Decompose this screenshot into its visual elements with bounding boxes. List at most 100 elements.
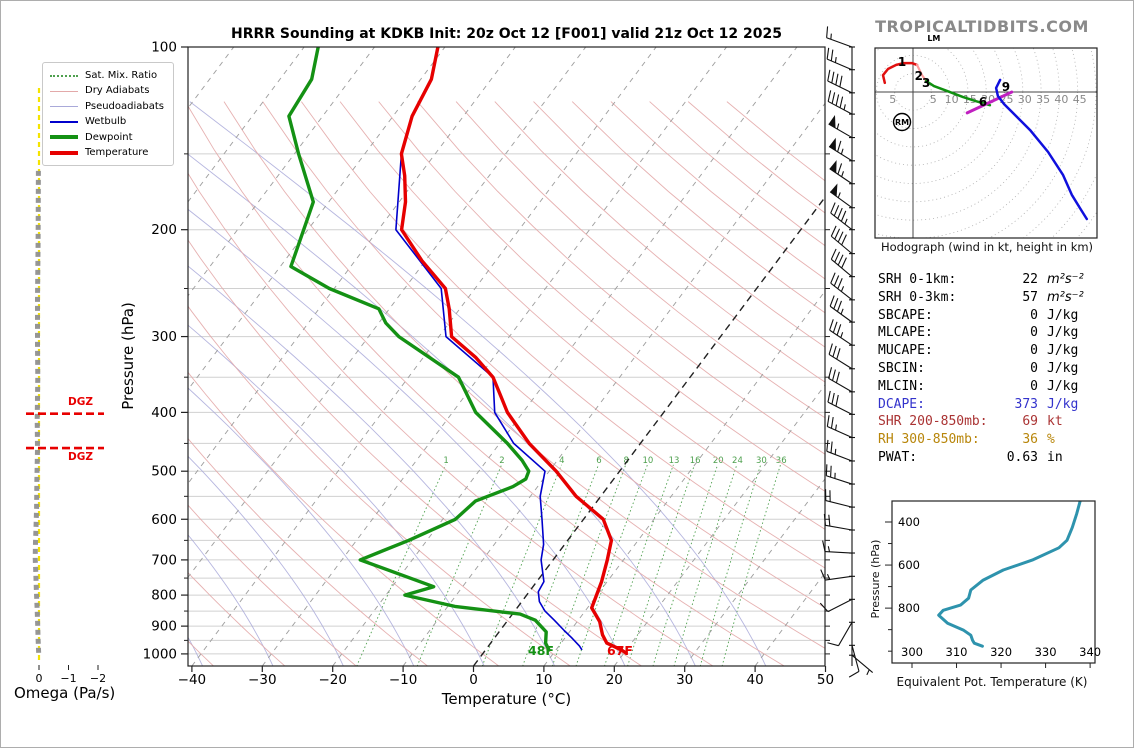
legend-swatch-dry [50,90,78,92]
dgz-label-top: DGZ [68,396,93,408]
dgz-label-bottom: DGZ [68,451,93,463]
hodo-ring-label-left: 5 [889,93,896,106]
temperature-curve [399,47,628,655]
stat-label: DCAPE: [878,396,925,412]
legend-label: Dewpoint [85,131,133,143]
stat-unit: m²s⁻² [1047,289,1084,305]
theta-e-p-tick: 600 [898,558,920,572]
stat-unit: in [1047,449,1063,465]
page-title: HRRR Sounding at KDKB Init: 20z Oct 12 [… [230,26,782,42]
stat-unit: J/kg [1047,360,1079,376]
hodo-height-label: 2 [915,69,923,83]
mix-ratio-label: 1 [443,456,448,466]
stat-label: MLCAPE: [878,325,933,341]
stat-label: MUCAPE: [878,343,933,359]
hodo-ring-label: 5 [930,93,937,106]
stat-row: SHR 200-850mb: 69 kt [878,413,1118,431]
legend-swatch-temperature [50,150,78,155]
omega-panel: 0 −1 −2 [26,88,106,685]
pressure-tick-label: 700 [151,552,177,568]
x-tick-label: −20 [318,672,347,688]
stat-value: 373 [1014,396,1038,412]
pressure-tick-label: 300 [151,329,177,345]
theta-e-curve [937,501,1082,648]
stat-unit: J/kg [1047,325,1079,341]
stat-value: 22 [1022,272,1038,287]
legend-item-temperature: Temperature [50,145,164,160]
stat-unit: J/kg [1047,378,1079,394]
pressure-tick-label: 200 [151,222,177,238]
stat-unit: m²s⁻² [1047,272,1084,287]
stat-label: SHR 200-850mb: [878,414,988,430]
omega-tick-label: −2 [90,672,106,685]
legend-item-wetbulb: Wetbulb [50,114,164,129]
stat-row: MUCAPE: 0 J/kg [878,342,1118,360]
y-axis-title: Pressure (hPa) [119,302,137,410]
stat-value: 0 [1030,325,1038,341]
theta-e-p-tick: 800 [898,601,920,615]
hodo-trace-0-1km [881,61,919,85]
stat-unit: J/kg [1047,307,1079,323]
x-tick-label: 40 [747,672,764,688]
legend-item-dewpoint: Dewpoint [50,130,164,145]
stat-label: SRH 0-1km: [878,272,957,287]
mix-ratio-label: 10 [642,456,653,466]
legend-item-mixratio: Sat. Mix. Ratio [50,68,164,83]
hodo-trace-shear-vector [965,90,1014,115]
watermark: TROPICALTIDBITS.COM [875,17,1089,36]
stat-value: 57 [1022,289,1038,305]
stat-row: SRH 0-3km: 57 m²s⁻² [878,289,1118,307]
omega-profile [32,170,42,655]
dewpoint-curve [287,47,551,652]
stat-unit: J/kg [1047,396,1079,412]
legend-label: Dry Adiabats [85,85,150,97]
legend-swatch-pseudo [50,106,78,108]
stat-value: 0.63 [1006,449,1038,465]
mix-ratio-label: 16 [690,456,701,466]
hodograph-frame [874,47,1098,239]
stat-row: MLCIN: 0 J/kg [878,378,1118,396]
x-tick-label: 0 [469,672,478,688]
legend-swatch-wetbulb [50,120,78,123]
mix-ratio-label: 13 [669,456,680,466]
stat-row: MLCAPE: 0 J/kg [878,324,1118,342]
x-tick-label: 10 [535,672,552,688]
stat-row: SBCAPE: 0 J/kg [878,307,1118,325]
stat-value: 0 [1030,378,1038,394]
legend-swatch-mixratio [50,74,78,77]
theta-e-x-tick: 310 [946,645,968,659]
pressure-tick-label: 100 [151,40,177,56]
storm-motion-label-LM: LM [927,34,940,43]
stat-row: SBCIN: 0 J/kg [878,360,1118,378]
surface-temperature-label: 67F [607,643,633,658]
pressure-tick-label: 800 [151,588,177,604]
storm-motion-label-RM: RM [895,118,909,127]
stat-label: SBCAPE: [878,307,933,323]
hodo-ring-label: 35 [1036,93,1050,106]
hodo-ring-label: 40 [1054,93,1068,106]
pressure-tick-label: 500 [151,464,177,480]
x-tick-label: −10 [389,672,418,688]
hodo-height-label: 6 [979,95,987,109]
mix-ratio-label: 24 [732,456,743,466]
x-axis-title: Temperature (°C) [441,690,572,708]
hodo-height-label: 3 [922,76,930,90]
x-tick-label: −40 [178,672,207,688]
stat-unit: % [1047,432,1055,448]
stat-row: DCAPE: 373 J/kg [878,396,1118,414]
mix-ratio-label: 2 [499,456,504,466]
mix-ratio-label: 6 [596,456,601,466]
pressure-tick-label: 900 [151,619,177,635]
stat-value: 36 [1022,432,1038,448]
x-tick-label: −30 [248,672,277,688]
theta-e-panel: 300 310 320 330 340 400 600 800 [885,500,1101,668]
dry-adiabats [188,101,825,666]
legend-label: Sat. Mix. Ratio [85,70,158,81]
stat-row: PWAT: 0.63 in [878,449,1118,467]
mix-ratio-label: 4 [559,456,564,466]
omega-axis-title: Omega (Pa/s) [14,684,116,702]
mix-ratio-label: 8 [624,456,629,466]
